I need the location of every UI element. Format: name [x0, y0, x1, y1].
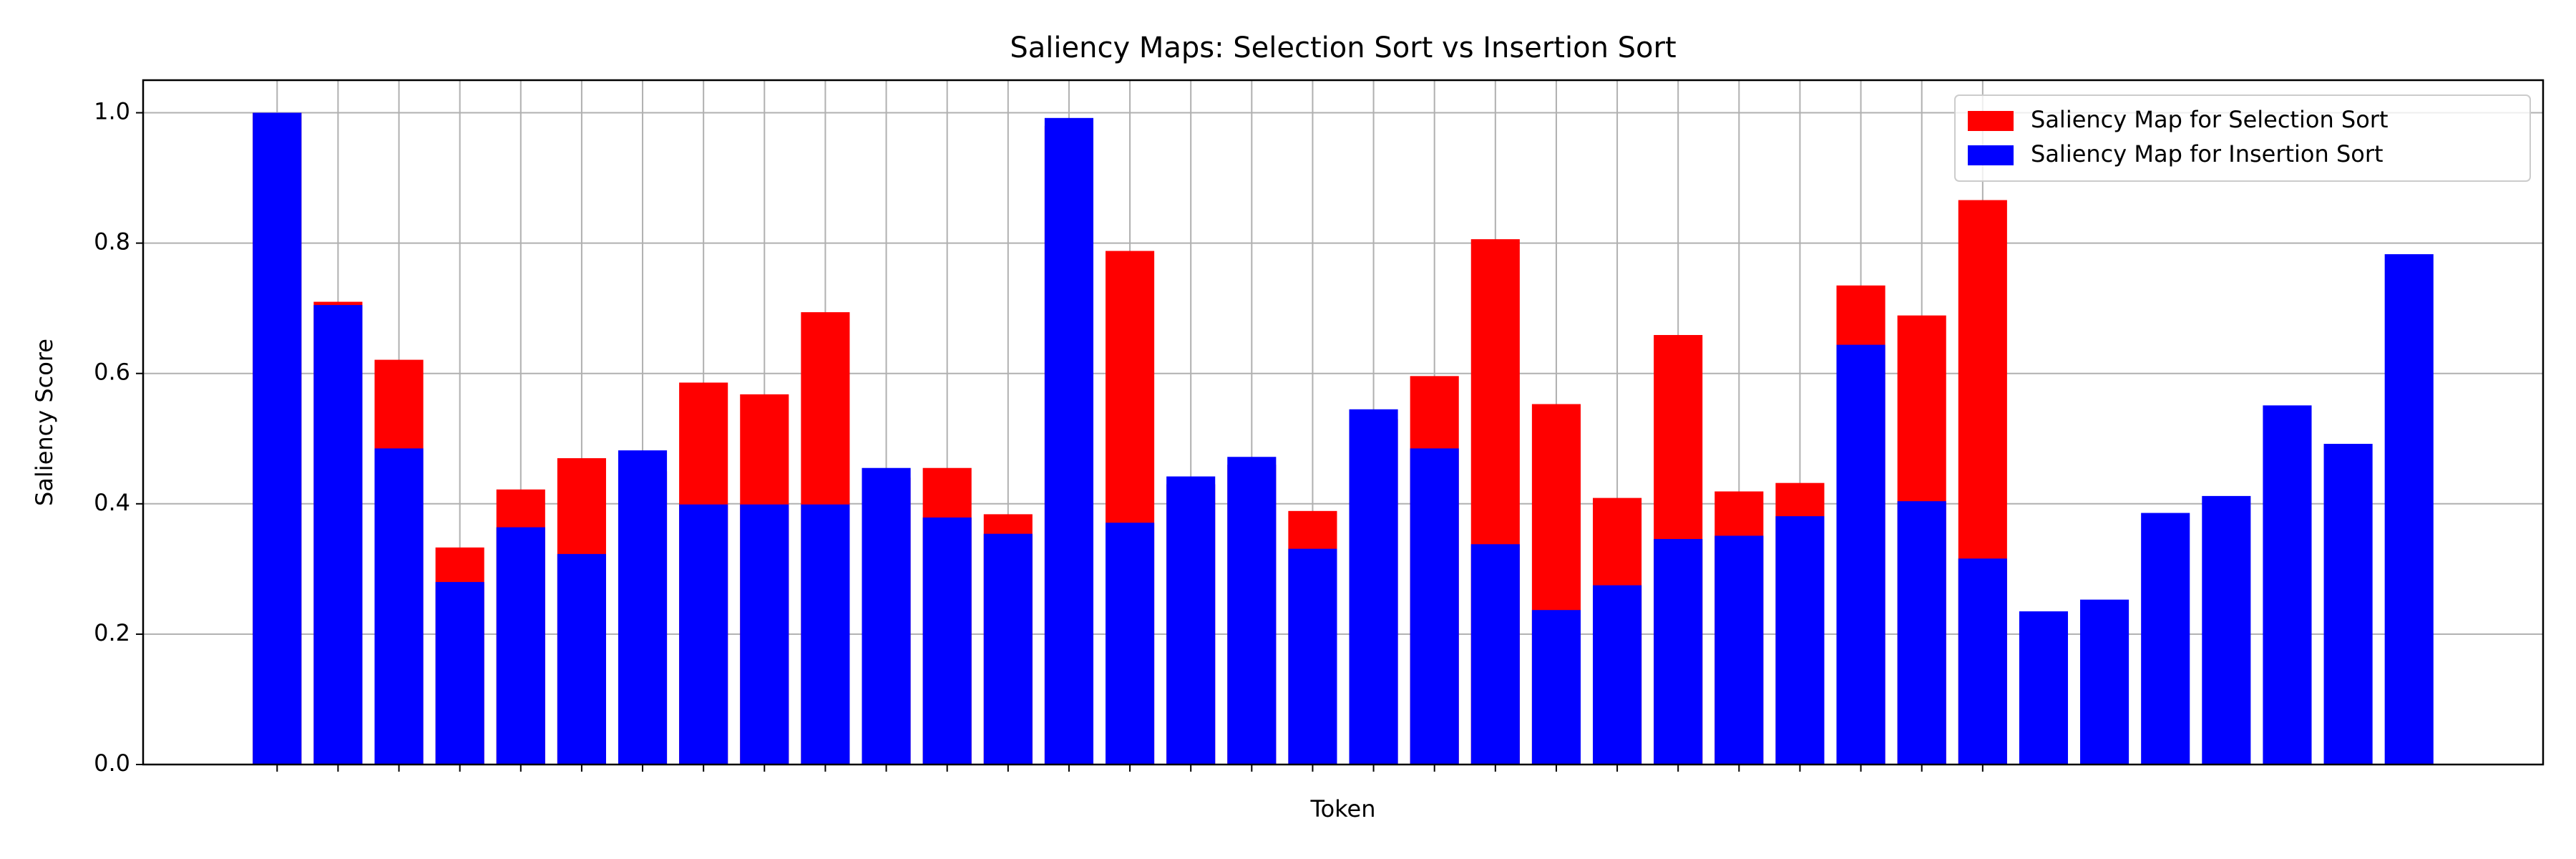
bar [313, 305, 363, 765]
bar [1593, 585, 1642, 765]
x-axis-label: Token [1309, 795, 1375, 822]
legend-label: Saliency Map for Selection Sort [2031, 106, 2388, 133]
bar [2384, 254, 2434, 765]
bar [1106, 523, 1155, 765]
plot-frame [142, 79, 2545, 766]
bar [1349, 409, 1398, 765]
bar [1288, 548, 1337, 765]
y-tick-label: 0.2 [94, 619, 130, 646]
bar [2202, 495, 2251, 765]
bar [983, 533, 1033, 765]
bar [862, 467, 911, 765]
bar [1897, 501, 1946, 765]
legend-box [1954, 94, 2531, 182]
bar [1654, 538, 1703, 765]
bar [2080, 599, 2129, 765]
bar [496, 527, 545, 765]
bar [2263, 405, 2312, 765]
legend-swatch [1968, 145, 2014, 165]
y-tick-label: 0.0 [94, 749, 130, 777]
bar [1227, 457, 1277, 765]
bar [2019, 611, 2069, 765]
bar [253, 112, 302, 765]
bar [1836, 344, 1885, 765]
bar [801, 504, 850, 765]
bar [1166, 476, 1216, 765]
legend-label: Saliency Map for Insertion Sort [2031, 140, 2384, 168]
bar [2141, 513, 2190, 765]
bar [740, 504, 789, 765]
bar [557, 553, 606, 765]
bar [2323, 444, 2373, 765]
bar [1531, 610, 1581, 765]
bar [679, 504, 728, 765]
bar [1410, 448, 1459, 765]
y-axis-label: Saliency Score [31, 339, 58, 506]
bar [435, 582, 484, 765]
y-tick-label: 0.6 [94, 359, 130, 386]
bar [1714, 535, 1764, 765]
chart-title: Saliency Maps: Selection Sort vs Inserti… [1010, 31, 1676, 64]
y-tick-label: 1.0 [94, 98, 130, 125]
bar [1044, 117, 1093, 765]
legend-swatch [1968, 111, 2014, 131]
bar [1775, 516, 1825, 765]
bar [374, 448, 424, 765]
y-tick-label: 0.4 [94, 489, 130, 516]
bar [922, 517, 972, 765]
y-tick-label: 0.8 [94, 228, 130, 256]
bar [1470, 544, 1520, 765]
bar [1958, 558, 2007, 765]
bar [618, 450, 668, 765]
